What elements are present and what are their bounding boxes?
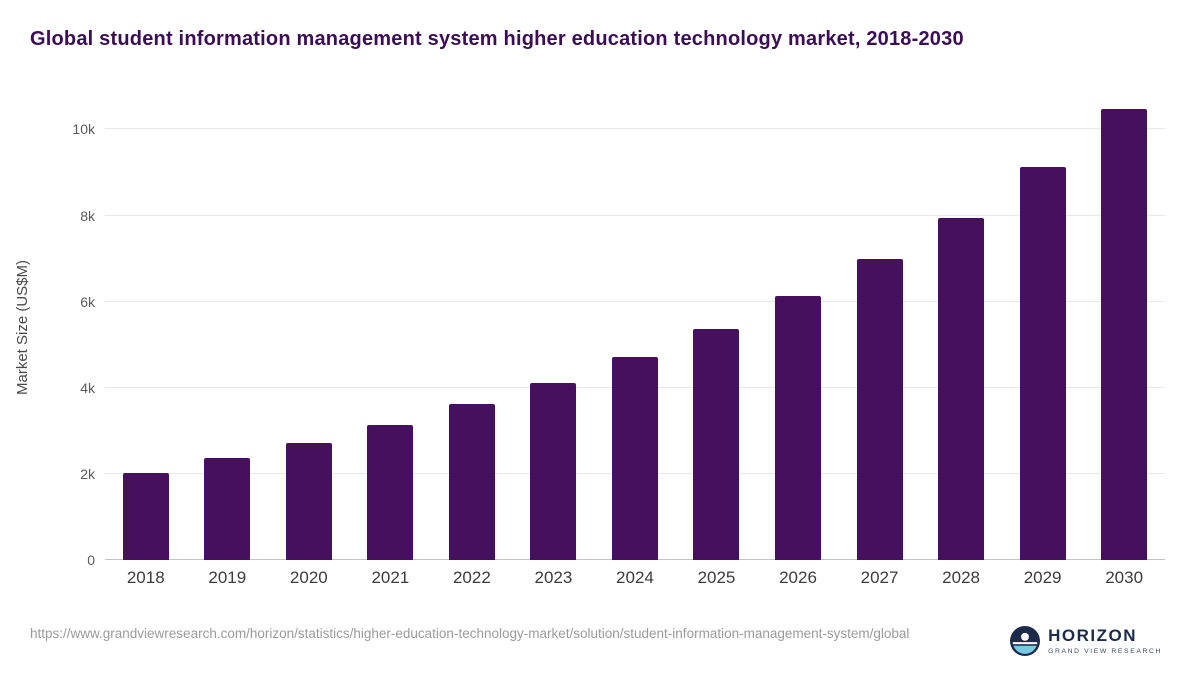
bar-2026	[775, 295, 822, 560]
x-label-2027: 2027	[860, 568, 899, 587]
x-label-2029: 2029	[1023, 568, 1062, 587]
x-label-2024: 2024	[616, 568, 654, 587]
y-axis-tick-labels: 0 2k 4k 6k 8k 10k	[50, 95, 95, 568]
y-tick-10k: 10k	[72, 121, 95, 138]
bar-2019	[204, 457, 251, 560]
x-label-2026: 2026	[779, 568, 817, 587]
x-axis-labels: 2018 2019 2020 2021 2022 2023 2024 2025 2026 2027…	[105, 568, 1165, 588]
x-label-2018: 2018	[126, 568, 165, 587]
bar-slot-2020	[268, 95, 350, 560]
x-label-2020: 2020	[289, 568, 328, 587]
bar-2028	[938, 217, 985, 560]
bar-slot-2019	[187, 95, 269, 560]
x-label-2023: 2023	[534, 568, 573, 587]
x-label-2019: 2019	[208, 568, 247, 587]
bar-2018	[122, 472, 169, 560]
bar-2024	[611, 356, 658, 560]
bar-2029	[1019, 167, 1066, 560]
horizon-logo-subtitle: GRAND VIEW RESEARCH	[1048, 647, 1162, 655]
y-tick-4k: 4k	[80, 379, 95, 396]
page-title: Global student information management sy…	[30, 28, 964, 50]
bar-slot-2028	[920, 95, 1002, 560]
bar-slot-2023	[513, 95, 595, 560]
bar-2021	[367, 424, 414, 560]
y-tick-8k: 8k	[80, 207, 95, 224]
gridline-8k	[105, 214, 1165, 216]
horizon-logo-icon	[1010, 626, 1041, 656]
gridline-6k	[105, 300, 1165, 302]
x-label-2030: 2030	[1105, 568, 1144, 587]
x-label-2021: 2021	[371, 568, 410, 587]
bar-slot-2026	[757, 95, 839, 560]
bar-2020	[285, 442, 332, 560]
bars-row	[105, 95, 1165, 560]
bar-slot-2018	[105, 95, 187, 560]
bar-slot-2024	[594, 95, 676, 560]
y-tick-0: 0	[87, 552, 95, 568]
bar-2022	[448, 403, 495, 560]
y-axis-title: Market Size (US$M)	[14, 259, 31, 396]
source-url: https://www.grandviewresearch.com/horizo…	[30, 626, 910, 641]
bar-2023	[530, 382, 577, 560]
y-tick-2k: 2k	[80, 465, 95, 482]
x-label-2028: 2028	[942, 568, 980, 587]
x-label-2025: 2025	[697, 568, 736, 587]
horizon-logo-text: HORIZON GRAND VIEW RESEARCH	[1048, 626, 1162, 655]
bar-slot-2025	[676, 95, 758, 560]
bar-slot-2027	[839, 95, 921, 560]
horizon-logo-name: HORIZON	[1048, 626, 1138, 646]
bar-2025	[693, 328, 740, 560]
plot-area	[105, 95, 1165, 560]
bar-2030	[1101, 109, 1148, 560]
x-label-2022: 2022	[452, 568, 491, 587]
bar-slot-2030	[1083, 95, 1165, 560]
bar-2027	[856, 258, 903, 560]
y-tick-6k: 6k	[80, 293, 95, 310]
horizon-logo: HORIZON GRAND VIEW RESEARCH	[1010, 626, 1162, 656]
gridline-10k	[105, 128, 1165, 130]
bar-slot-2022	[431, 95, 513, 560]
bar-slot-2021	[350, 95, 432, 560]
bar-slot-2029	[1002, 95, 1084, 560]
